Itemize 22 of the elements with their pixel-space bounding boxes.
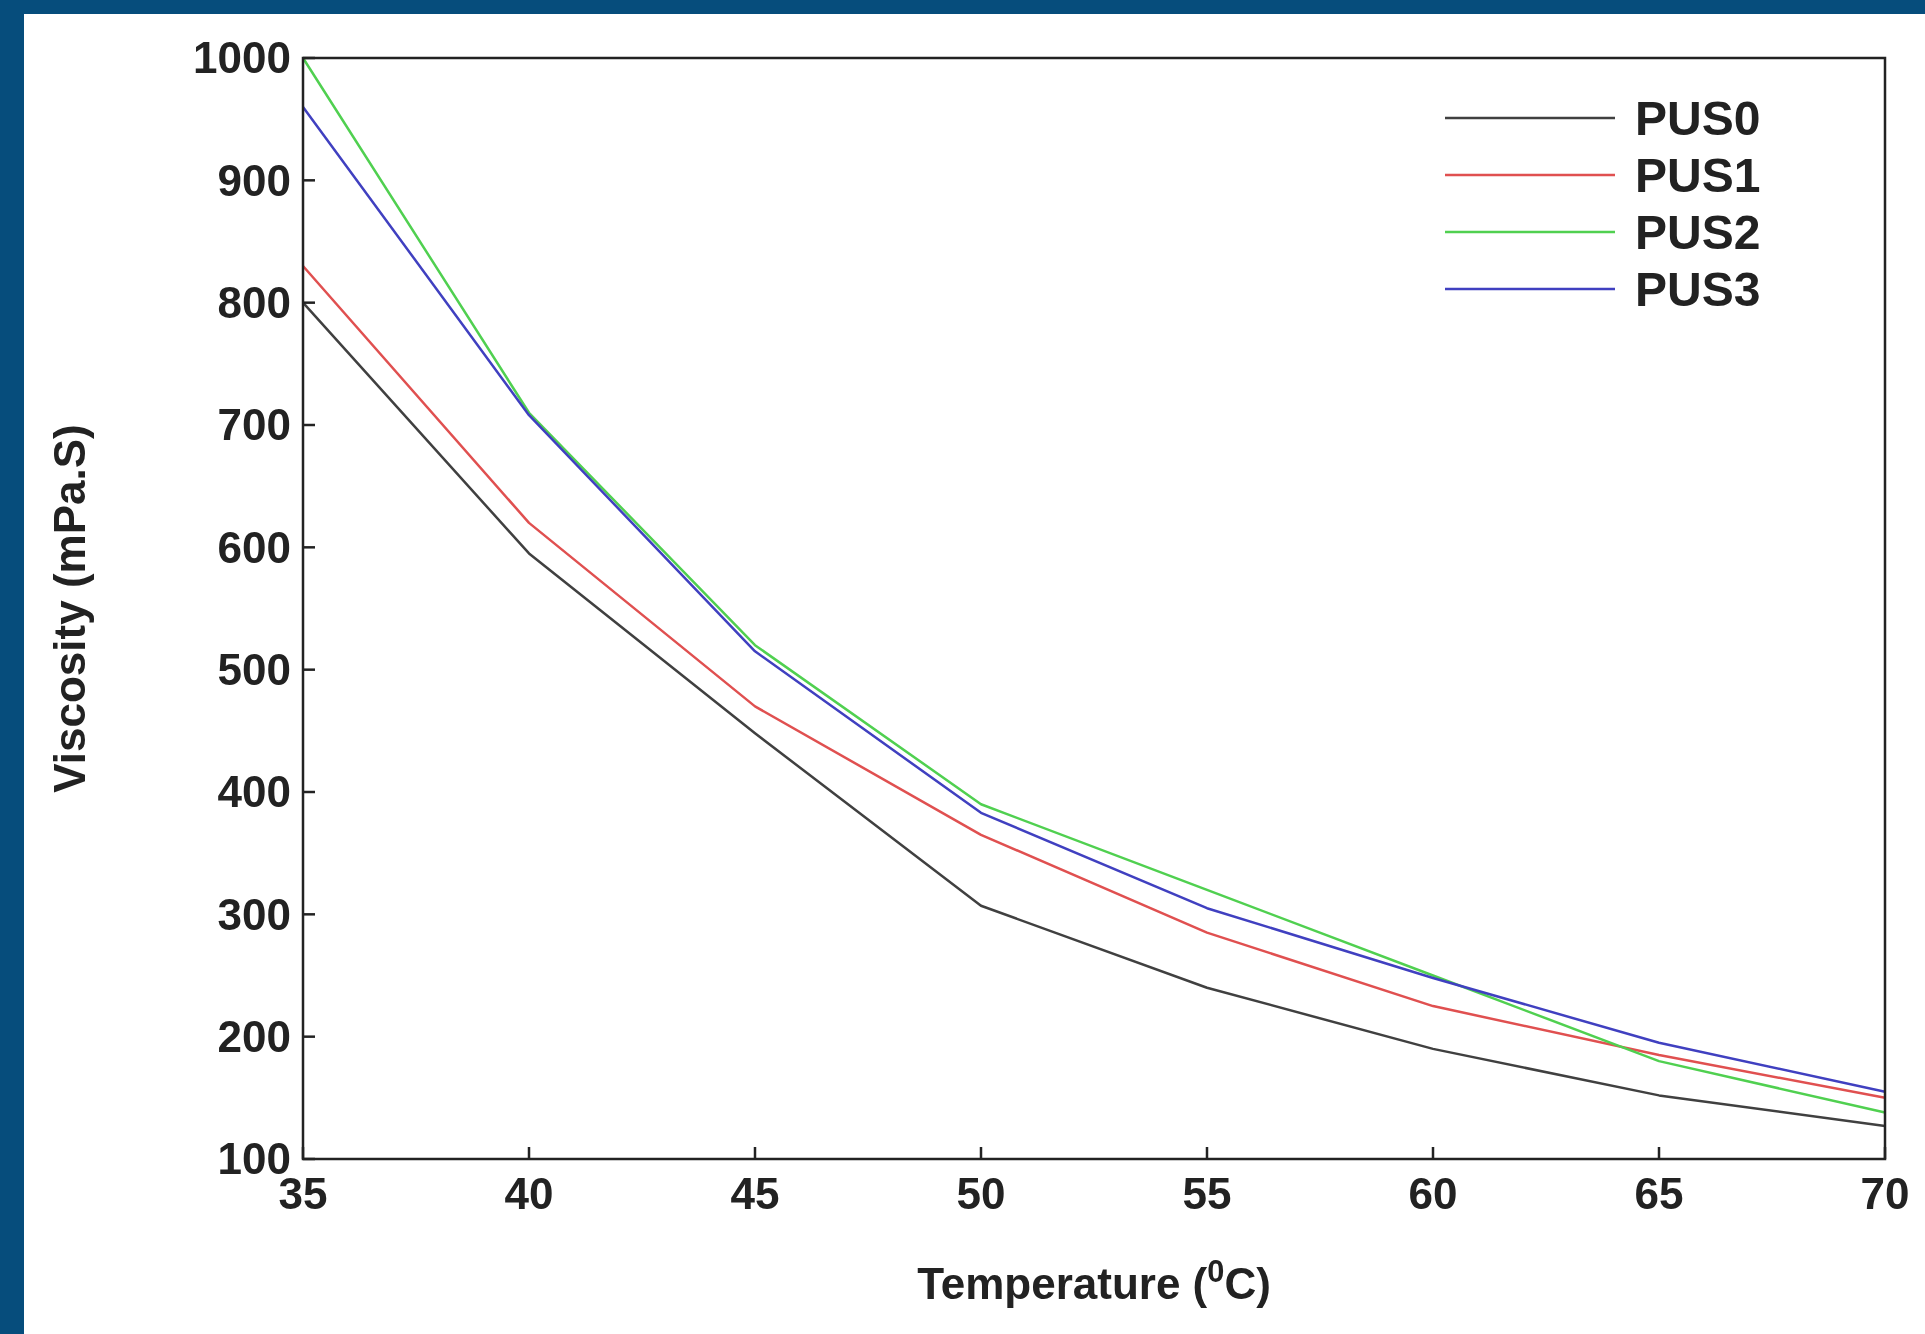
x-tick-label: 60 bbox=[1408, 1169, 1458, 1218]
x-tick-label: 50 bbox=[956, 1169, 1006, 1218]
legend-label: PUS3 bbox=[1635, 262, 1761, 316]
y-tick-label: 200 bbox=[217, 1012, 291, 1062]
legend-label: PUS2 bbox=[1635, 205, 1761, 259]
x-tick-label: 55 bbox=[1182, 1169, 1232, 1218]
x-tick-label: 70 bbox=[1860, 1169, 1910, 1218]
legend-label: PUS0 bbox=[1635, 91, 1761, 145]
legend-label: PUS1 bbox=[1635, 148, 1761, 202]
y-tick-label: 400 bbox=[217, 767, 291, 817]
y-axis-title: Viscosity (mPa.S) bbox=[45, 424, 94, 793]
x-tick-label: 40 bbox=[504, 1169, 554, 1218]
y-tick-label: 700 bbox=[217, 400, 291, 450]
x-tick-label: 45 bbox=[730, 1169, 780, 1218]
y-tick-label: 800 bbox=[217, 278, 291, 328]
y-tick-label: 900 bbox=[217, 155, 291, 205]
x-tick-label: 65 bbox=[1634, 1169, 1684, 1218]
y-tick-label: 300 bbox=[217, 889, 291, 939]
x-axis-title: Temperature ($^{0}$C) bbox=[917, 1253, 1271, 1308]
y-tick-label: 1000 bbox=[193, 33, 291, 83]
y-tick-label: 600 bbox=[217, 522, 291, 572]
y-tick-label: 500 bbox=[217, 645, 291, 695]
